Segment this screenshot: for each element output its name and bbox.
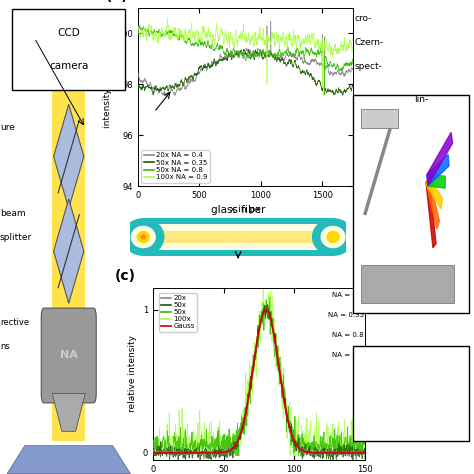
Text: Czern-: Czern- <box>355 38 384 47</box>
Text: camera: camera <box>49 61 89 72</box>
FancyArrow shape <box>426 178 436 248</box>
Polygon shape <box>143 230 333 244</box>
Text: cro-: cro- <box>355 14 372 23</box>
Y-axis label: intensity in %: intensity in % <box>103 66 112 128</box>
FancyArrow shape <box>426 176 439 229</box>
Polygon shape <box>143 218 333 256</box>
Legend: 20x NA = 0.4, 50x NA = 0.35, 50x NA = 0.8, 100x NA = 0.9: 20x NA = 0.4, 50x NA = 0.35, 50x NA = 0.… <box>141 150 210 182</box>
Polygon shape <box>137 232 149 242</box>
Text: rective: rective <box>0 318 29 327</box>
Polygon shape <box>54 199 84 303</box>
Text: beam: beam <box>0 209 26 218</box>
Polygon shape <box>52 85 85 441</box>
Text: lin-: lin- <box>414 95 428 104</box>
Text: splitter: splitter <box>0 233 32 241</box>
Polygon shape <box>52 393 85 431</box>
Text: CCD: CCD <box>57 28 80 38</box>
Text: NA = 0.35: NA = 0.35 <box>328 312 364 318</box>
Legend: 20x, 50x, 50x, 100x, Gauss: 20x, 50x, 50x, 100x, Gauss <box>159 293 197 331</box>
Text: (b): (b) <box>106 0 128 3</box>
X-axis label: x in px: x in px <box>230 205 261 214</box>
Polygon shape <box>123 219 164 255</box>
Text: ure: ure <box>0 124 15 132</box>
Text: ns: ns <box>0 342 10 350</box>
FancyArrow shape <box>427 155 449 186</box>
Polygon shape <box>7 446 130 474</box>
FancyArrow shape <box>427 132 453 185</box>
Polygon shape <box>321 227 345 247</box>
Text: glass fiber: glass fiber <box>211 205 265 215</box>
FancyArrow shape <box>428 174 445 188</box>
Text: spect-: spect- <box>355 62 383 71</box>
Y-axis label: relative intensity: relative intensity <box>128 336 137 412</box>
FancyBboxPatch shape <box>361 109 398 128</box>
FancyArrow shape <box>427 175 442 209</box>
Text: NA = 0.4: NA = 0.4 <box>332 292 364 298</box>
FancyBboxPatch shape <box>353 346 469 441</box>
Text: (c): (c) <box>115 269 136 283</box>
Polygon shape <box>313 219 354 255</box>
FancyBboxPatch shape <box>41 308 96 403</box>
Polygon shape <box>131 227 155 247</box>
FancyBboxPatch shape <box>12 9 125 90</box>
FancyBboxPatch shape <box>353 95 469 313</box>
Text: NA = 0.9: NA = 0.9 <box>332 352 364 358</box>
Polygon shape <box>54 104 84 209</box>
Polygon shape <box>143 224 333 250</box>
Text: NA: NA <box>60 350 78 361</box>
Polygon shape <box>141 235 146 239</box>
Text: NA = 0.8: NA = 0.8 <box>332 332 364 338</box>
FancyBboxPatch shape <box>361 265 454 303</box>
Polygon shape <box>327 232 339 242</box>
